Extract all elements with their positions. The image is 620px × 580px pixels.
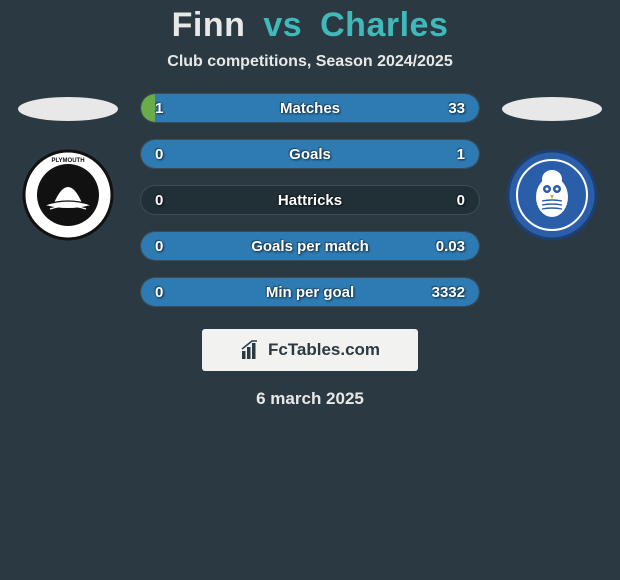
comparison-title: Finn vs Charles (0, 6, 620, 45)
stat-bar: 0 Goals per match 0.03 (140, 231, 480, 261)
stat-label: Hattricks (278, 192, 342, 209)
stat-label: Goals per match (251, 238, 369, 255)
stat-value-right: 1 (457, 146, 465, 163)
right-side (498, 97, 606, 241)
plymouth-crest-icon: PLYMOUTH (22, 149, 114, 241)
branding-text: FcTables.com (268, 340, 380, 360)
stat-value-right: 0 (457, 192, 465, 209)
stat-value-left: 0 (155, 192, 163, 209)
stat-label: Min per goal (266, 284, 354, 301)
branding-badge: FcTables.com (202, 329, 418, 371)
sheffield-wed-crest-icon (506, 149, 598, 241)
stat-value-left: 1 (155, 100, 163, 117)
stat-label: Matches (280, 100, 340, 117)
vs-label: vs (263, 6, 302, 44)
stat-value-left: 0 (155, 284, 163, 301)
stats-panel: 1 Matches 33 0 Goals 1 0 Hattricks 0 0 Goals per m… (140, 93, 480, 307)
stat-fill-left (141, 94, 155, 122)
stat-value-left: 0 (155, 238, 163, 255)
stat-value-right: 3332 (432, 284, 465, 301)
svg-text:PLYMOUTH: PLYMOUTH (51, 158, 84, 164)
stat-bar: 0 Min per goal 3332 (140, 277, 480, 307)
club-crest-left: PLYMOUTH (22, 149, 114, 241)
player1-name: Finn (172, 6, 246, 44)
stat-value-right: 0.03 (436, 238, 465, 255)
bar-chart-icon (240, 339, 262, 361)
player2-name: Charles (320, 6, 448, 44)
subtitle: Club competitions, Season 2024/2025 (0, 53, 620, 71)
player1-avatar-placeholder (18, 97, 118, 121)
player2-avatar-placeholder (502, 97, 602, 121)
comparison-date: 6 march 2025 (0, 389, 620, 409)
stat-label: Goals (289, 146, 331, 163)
stat-value-left: 0 (155, 146, 163, 163)
stat-value-right: 33 (448, 100, 465, 117)
club-crest-right (506, 149, 598, 241)
left-side: PLYMOUTH (14, 97, 122, 241)
stat-bar: 0 Hattricks 0 (140, 185, 480, 215)
stat-bar: 0 Goals 1 (140, 139, 480, 169)
stat-bar: 1 Matches 33 (140, 93, 480, 123)
